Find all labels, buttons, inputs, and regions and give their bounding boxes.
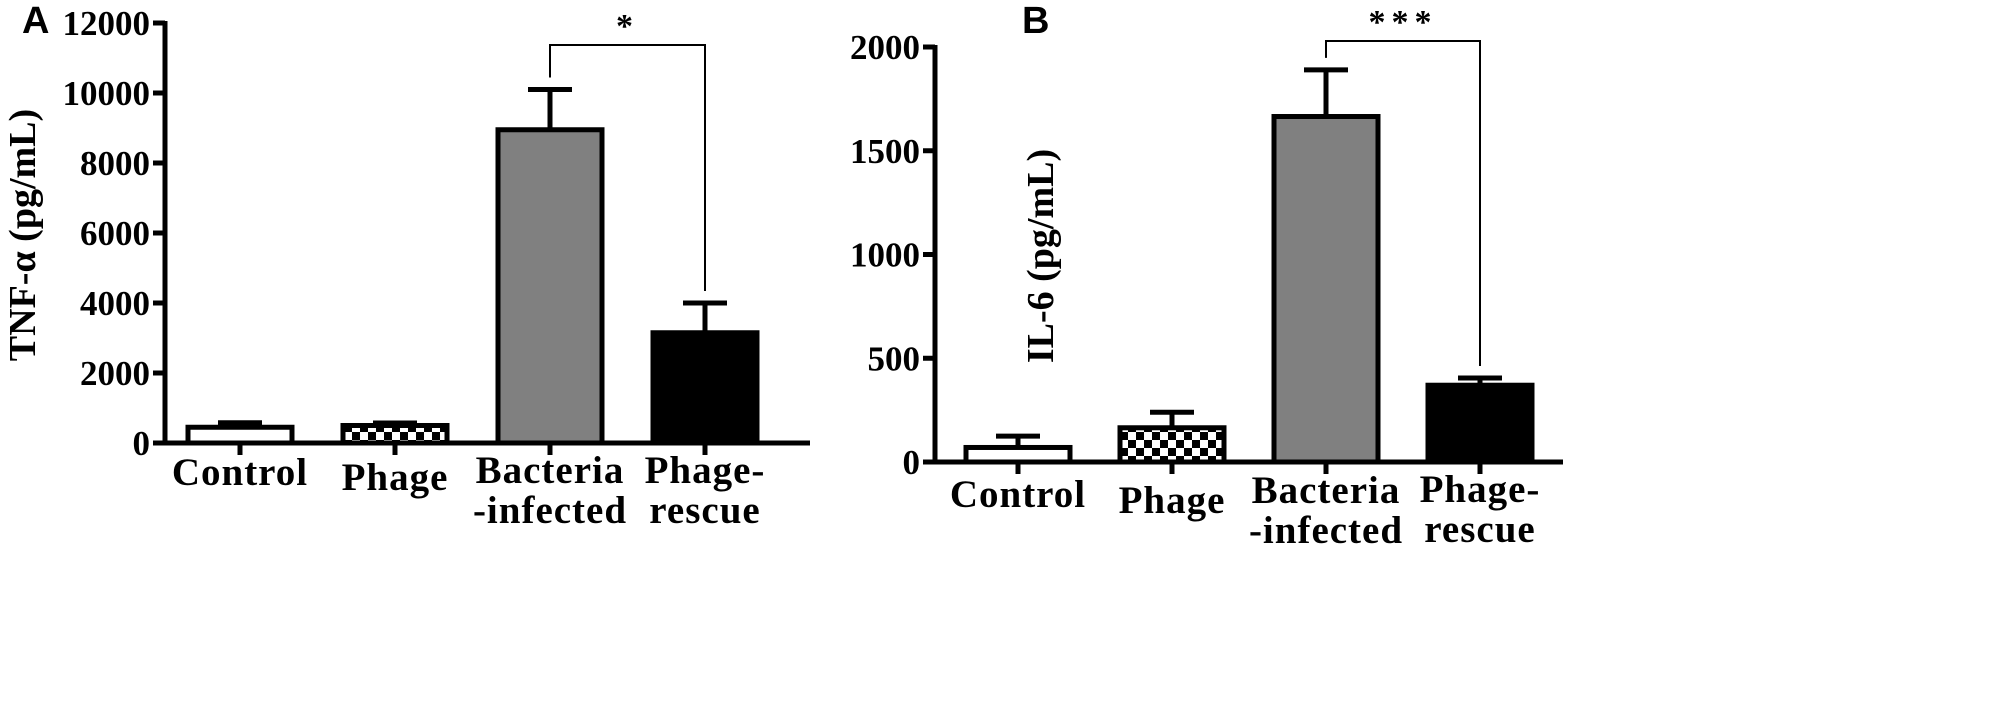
category-label-control: Control [950,473,1086,516]
category-label-phage: Phage [342,456,449,499]
bar-phage-rescue [1425,382,1535,465]
bar-bacteria-infected [1271,114,1381,465]
y-tick-label: 10000 [63,74,151,113]
category-label-phage-rescue: Phage- [645,449,766,492]
bar-bacteria-infected [495,127,605,446]
category-label-bacteria-infected: -infected [1249,509,1403,552]
significance-label: *** [1369,4,1438,41]
category-label-phage-rescue: rescue [649,489,760,532]
panel-b-il6-chart: B IL-6 (pg/mL) 0 500 1000 1500 2000 Control Phag… [850,0,1563,552]
y-tick-label: 1000 [850,236,920,275]
category-label-bacteria-infected: Bacteria [476,449,625,492]
category-label-phage: Phage [1119,479,1226,522]
bar-phage-rescue [650,330,760,446]
y-tick-label: 12000 [63,4,151,43]
significance-bracket [549,44,706,291]
category-label-bacteria-infected: -infected [473,489,627,532]
bar-phage [1117,425,1227,465]
y-tick-label: 4000 [80,284,150,323]
significance-bracket [1325,40,1481,366]
y-tick-label: 2000 [80,354,150,393]
y-axis-title: TNF-α (pg/mL) [2,109,44,361]
y-tick-label: 0 [903,443,921,482]
category-label-phage-rescue: rescue [1424,508,1535,551]
y-tick-label: 6000 [80,214,150,253]
significance-label: * [616,8,639,45]
y-tick-label: 8000 [80,144,150,183]
y-tick-label: 0 [133,424,151,463]
panel-a-tnf-alpha-chart: A TNF-α (pg/mL) 0 2000 4000 6000 8000 10000 1200… [2,0,810,532]
panel-letter: A [22,0,49,42]
bar-control [963,444,1073,465]
panel-letter: B [1022,0,1049,42]
bar-phage [340,423,450,446]
bar-control [185,424,295,446]
y-tick-label: 1500 [850,132,920,171]
y-tick-label: 500 [868,339,921,378]
y-axis-title: IL-6 (pg/mL) [1020,149,1062,363]
category-label-control: Control [172,451,308,494]
category-label-bacteria-infected: Bacteria [1252,469,1401,512]
category-label-phage-rescue: Phage- [1420,468,1541,511]
y-tick-label: 2000 [850,28,920,67]
